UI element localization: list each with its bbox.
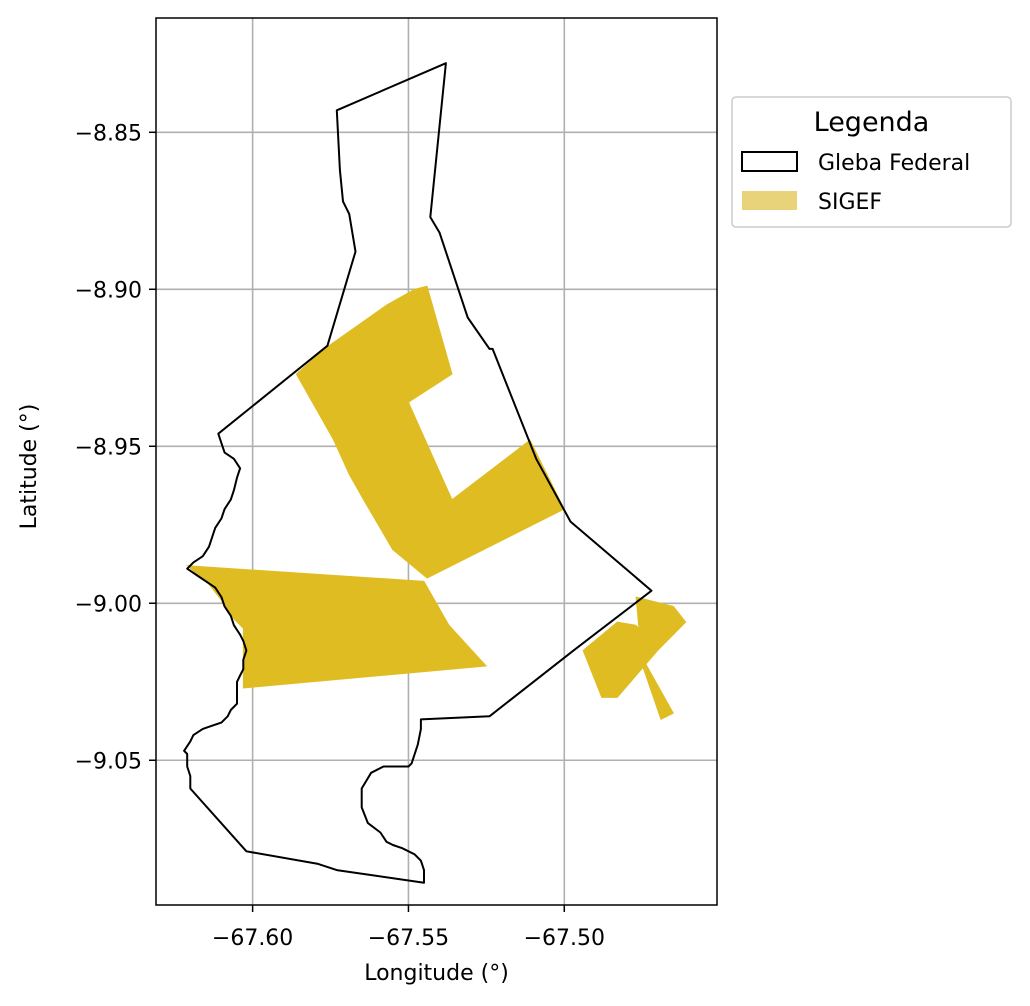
- gleba-federal-polygon-0: [183, 62, 653, 884]
- sigef-polygon-0: [295, 285, 453, 441]
- x-tick-label-1: −67.55: [368, 926, 449, 951]
- legend-box: [731, 96, 1012, 228]
- y-axis-label: Latitude (°): [17, 404, 42, 530]
- axis-ticks: −67.60 −67.55 −67.50 −8.85 −8.90 −8.95 −9.00 −9…: [75, 121, 605, 951]
- y-tick-label-0: −8.85: [75, 121, 142, 146]
- x-axis-label: Longitude (°): [364, 961, 509, 986]
- legend-label-sigef: SIGEF: [818, 190, 882, 215]
- y-tick-label-1: −8.90: [75, 278, 142, 303]
- y-tick-label-4: −9.05: [75, 749, 142, 774]
- x-tick-label-2: −67.50: [524, 926, 605, 951]
- sigef-polygon-6: [635, 596, 687, 651]
- plot-frame: [155, 17, 718, 906]
- sigef-polygon-4: [242, 624, 488, 689]
- map-layers: [183, 62, 687, 884]
- legend-swatch-sigef: [742, 191, 797, 210]
- y-tick-label-3: −9.00: [75, 592, 142, 617]
- legend-title: Legenda: [814, 107, 930, 138]
- legend: Legenda Gleba Federal SIGEF: [731, 96, 1012, 228]
- legend-swatch-gleba-federal: [741, 151, 798, 172]
- sigef-polygon-7: [616, 621, 674, 720]
- y-tick-label-2: −8.95: [75, 435, 142, 460]
- sigef-polygon-3: [186, 565, 450, 629]
- x-tick-label-0: −67.60: [212, 926, 293, 951]
- legend-label-gleba-federal: Gleba Federal: [818, 151, 970, 176]
